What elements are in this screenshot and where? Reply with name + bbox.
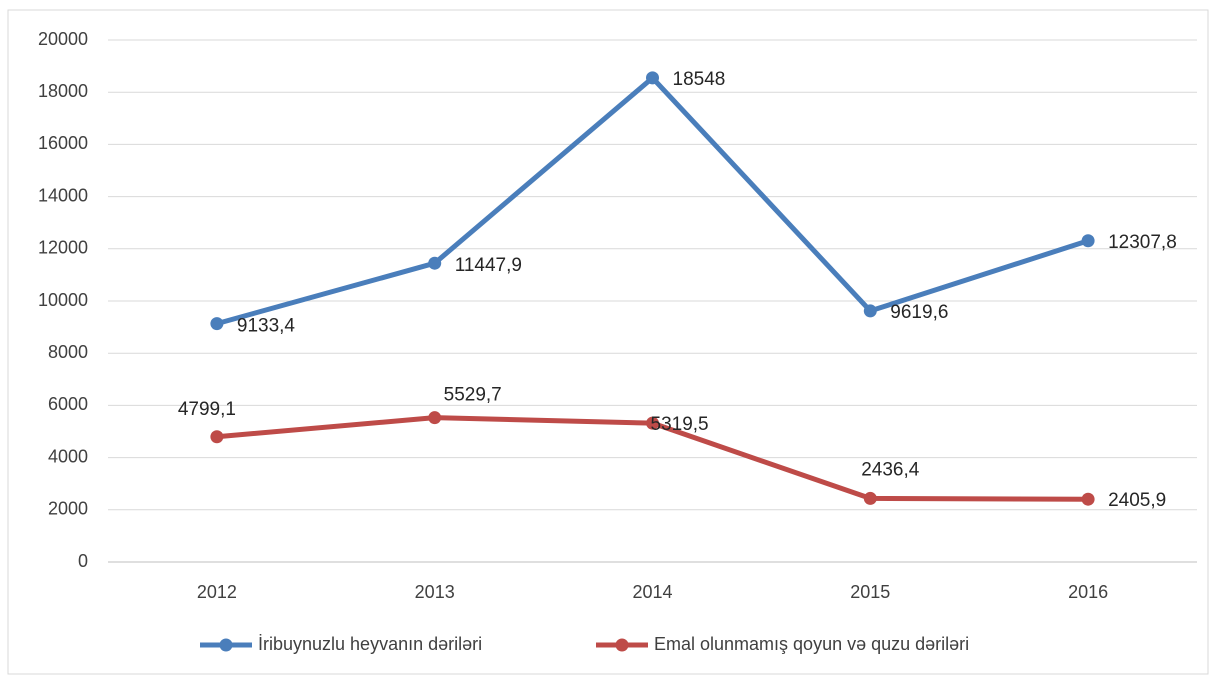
data-point [646, 71, 659, 85]
data-point [1081, 234, 1095, 248]
y-tick-label: 14000 [38, 185, 88, 205]
y-tick-label: 18000 [38, 81, 88, 101]
legend-marker [219, 638, 233, 652]
y-tick-label: 10000 [38, 290, 88, 310]
y-tick-label: 0 [78, 551, 88, 571]
data-point [210, 317, 224, 331]
legend-marker [615, 638, 629, 652]
data-label: 2436,4 [861, 459, 920, 480]
data-point [863, 491, 877, 505]
x-tick-label: 2014 [632, 582, 672, 602]
x-tick-label: 2012 [197, 582, 237, 602]
chart-frame [7, 9, 1209, 675]
y-tick-label: 2000 [48, 499, 88, 519]
y-tick-label: 16000 [38, 133, 88, 153]
y-tick-label: 4000 [48, 446, 88, 466]
data-point [428, 256, 442, 270]
data-label: 11447,9 [455, 255, 522, 276]
data-label: 5319,5 [651, 414, 709, 435]
data-label: 4799,1 [178, 399, 236, 420]
data-point [863, 304, 877, 318]
data-label: 18548 [673, 69, 726, 90]
y-tick-label: 8000 [48, 342, 88, 362]
legend-label: Emal olunmamış qoyun və quzu dəriləri [654, 634, 969, 654]
data-label: 5529,7 [444, 385, 502, 406]
data-label: 12307,8 [1108, 232, 1177, 253]
data-label: 9133,4 [237, 316, 296, 337]
y-tick-label: 12000 [38, 238, 88, 258]
data-point [210, 430, 224, 444]
y-tick-label: 6000 [48, 394, 88, 414]
x-tick-label: 2013 [415, 582, 455, 602]
x-tick-label: 2015 [850, 582, 890, 602]
data-point [428, 411, 442, 425]
data-point [1081, 492, 1095, 506]
data-label: 9619,6 [890, 302, 948, 323]
data-label: 2405,9 [1108, 490, 1166, 511]
data-point [646, 416, 659, 430]
legend-label: İribuynuzlu heyvanın dəriləri [258, 634, 482, 654]
x-tick-label: 2016 [1068, 582, 1108, 602]
y-tick-label: 20000 [38, 29, 88, 49]
